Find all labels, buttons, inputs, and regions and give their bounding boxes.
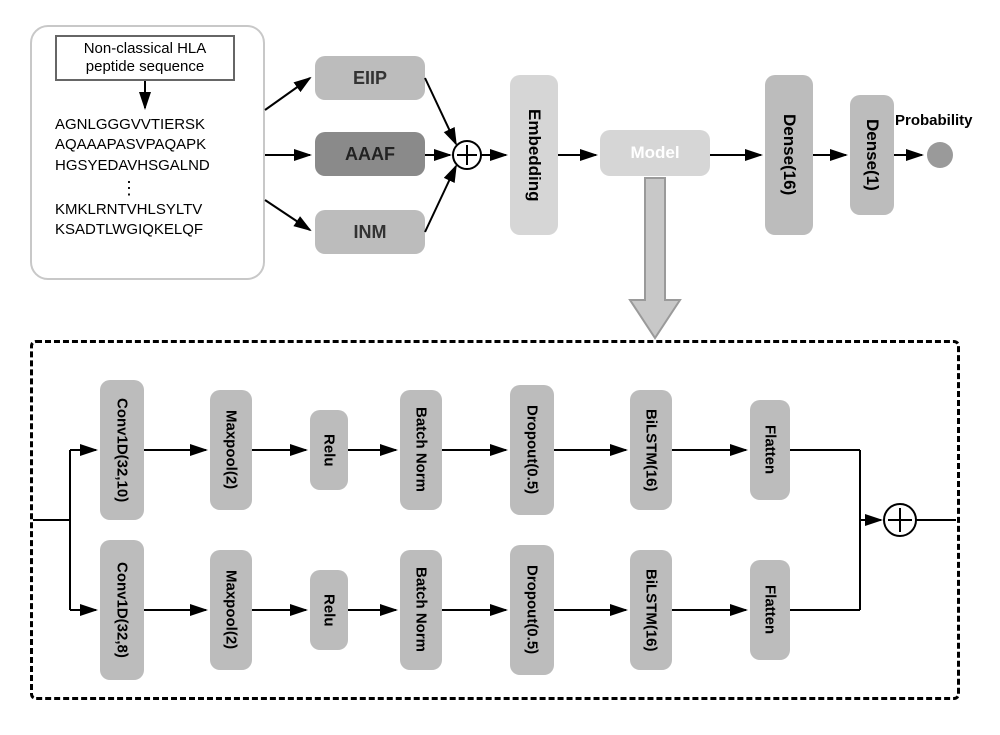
probability-label: Probability	[895, 112, 973, 129]
branch2-bilstm: BiLSTM(16)	[630, 550, 672, 670]
inm-block: INM	[315, 210, 425, 254]
eiip-block: EIIP	[315, 56, 425, 100]
input-title: Non-classical HLA peptide sequence	[55, 35, 235, 81]
branch1-conv: Conv1D(32,10)	[100, 380, 144, 520]
branch2-bn: Batch Norm	[400, 550, 442, 670]
branch2-conv: Conv1D(32,8)	[100, 540, 144, 680]
model-detail-box	[30, 340, 960, 700]
branch1-dropout: Dropout(0.5)	[510, 385, 554, 515]
model-block: Model	[600, 130, 710, 176]
branch1-relu: Relu	[310, 410, 348, 490]
aaaf-block: AAAF	[315, 132, 425, 176]
branch2-maxpool: Maxpool(2)	[210, 550, 252, 670]
sequence-ellipsis: ⋮	[120, 176, 138, 200]
diagram-canvas: Non-classical HLA peptide sequence AGNLG…	[20, 20, 980, 715]
branch2-relu: Relu	[310, 570, 348, 650]
embedding-block: Embedding	[510, 75, 558, 235]
sequence-list-bottom: KMKLRNTVHLSYLTV KSADTLWGIQKELQF	[55, 200, 203, 241]
dense16-block: Dense(16)	[765, 75, 813, 235]
dense1-block: Dense(1)	[850, 95, 894, 215]
branch1-flatten: Flatten	[750, 400, 790, 500]
fat-arrow-icon	[630, 178, 680, 338]
branch1-bn: Batch Norm	[400, 390, 442, 510]
branch2-flatten: Flatten	[750, 560, 790, 660]
branch1-bilstm: BiLSTM(16)	[630, 390, 672, 510]
sequence-list-top: AGNLGGGVVTIERSK AQAAAPASVPAQAPK HGSYEDAV…	[55, 115, 210, 176]
branch2-dropout: Dropout(0.5)	[510, 545, 554, 675]
branch1-maxpool: Maxpool(2)	[210, 390, 252, 510]
